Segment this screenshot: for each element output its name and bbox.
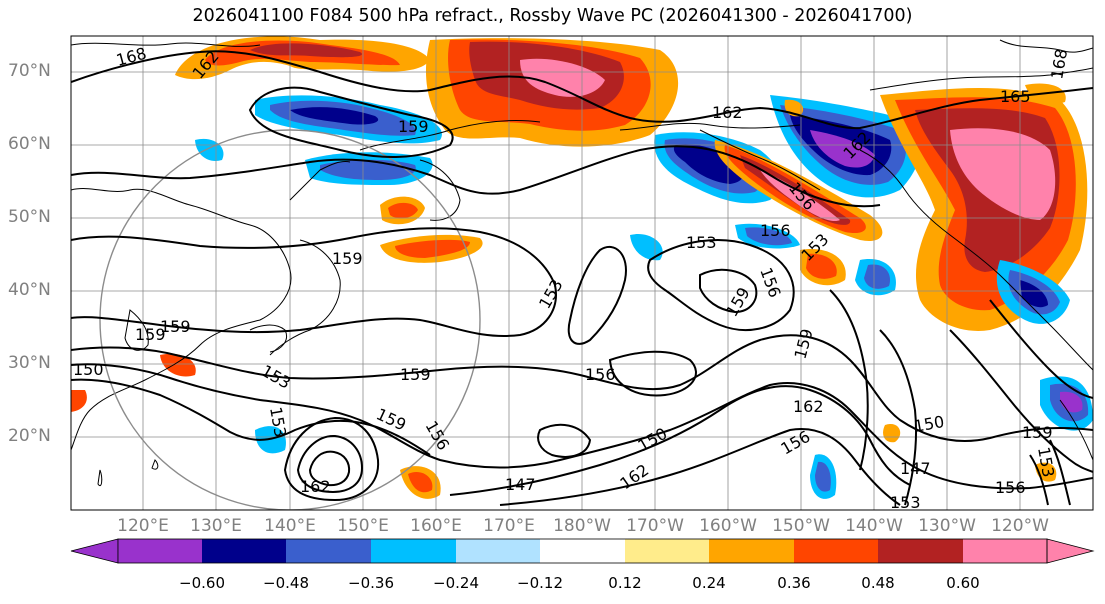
contour-label: 153 <box>686 233 717 252</box>
colorbar-label: 0.36 <box>777 574 811 592</box>
colorbar <box>70 538 1095 564</box>
lon-label: 160°W <box>699 516 757 536</box>
contour-label: 159 <box>400 365 431 384</box>
colorbar-label: −0.60 <box>179 574 225 592</box>
colorbar-cell <box>709 539 794 563</box>
lat-label: 30°N <box>8 353 51 373</box>
contour-label: 147 <box>505 475 536 494</box>
colorbar-cell <box>963 539 1047 563</box>
contour-label: 159 <box>135 325 166 344</box>
colorbar-cell <box>371 539 456 563</box>
colorbar-cell <box>286 539 371 563</box>
coastlines <box>71 39 1093 486</box>
lon-label: 170°W <box>626 516 684 536</box>
lon-label: 140°W <box>845 516 903 536</box>
contour-label: 147 <box>900 459 931 478</box>
colorbar-label: −0.12 <box>517 574 563 592</box>
lon-label: 120°W <box>991 516 1049 536</box>
colorbar-cell <box>794 539 878 563</box>
colorbar-label: 0.60 <box>946 574 980 592</box>
lon-label: 130°W <box>918 516 976 536</box>
contour-label: 162 <box>793 397 824 416</box>
contour-label: 159 <box>1022 423 1053 442</box>
contour-label: 156 <box>585 365 616 384</box>
lat-label: 50°N <box>8 207 51 227</box>
colorbar-label: −0.24 <box>433 574 479 592</box>
map-title: 2026041100 F084 500 hPa refract., Rossby… <box>192 6 913 26</box>
contour-label: 159 <box>160 317 191 336</box>
map-frame <box>70 35 1094 511</box>
lon-label: 160°E <box>410 516 462 536</box>
lon-label: 170°E <box>483 516 535 536</box>
lon-label: 120°E <box>117 516 169 536</box>
contour-label: 156 <box>760 221 791 240</box>
lon-label: 140°E <box>264 516 316 536</box>
lat-label: 60°N <box>8 134 51 154</box>
colorbar-extend-high <box>1046 538 1095 564</box>
colorbar-label: −0.48 <box>263 574 309 592</box>
colorbar-cell <box>118 539 202 563</box>
colorbar-label: 0.12 <box>608 574 642 592</box>
lon-label: 150°W <box>772 516 830 536</box>
height-contours <box>71 50 1093 506</box>
colorbar-cell <box>625 539 709 563</box>
lon-label: 150°E <box>337 516 389 536</box>
contour-label: 159 <box>332 249 363 268</box>
projection-circle <box>99 129 481 510</box>
colorbar-cell <box>456 539 540 563</box>
contour-label: 156 <box>995 478 1026 497</box>
colorbar-cell <box>540 539 625 563</box>
lat-label: 40°N <box>8 280 51 300</box>
colorbar-label: 0.24 <box>692 574 726 592</box>
contour-label: 165 <box>1000 87 1031 106</box>
lat-label: 70°N <box>8 61 51 81</box>
colorbar-extend-low <box>70 538 119 564</box>
contour-label: 162 <box>300 477 331 496</box>
contour-label: 162 <box>712 103 743 122</box>
graticule <box>71 36 1093 510</box>
lon-label: 130°E <box>190 516 242 536</box>
colorbar-label: −0.36 <box>348 574 394 592</box>
lat-label: 20°N <box>8 426 51 446</box>
contour-label: 153 <box>890 493 921 512</box>
contour-label: 150 <box>73 360 104 379</box>
colorbar-label: 0.48 <box>861 574 895 592</box>
lon-label: 180°W <box>553 516 611 536</box>
colorbar-cell <box>878 539 963 563</box>
contour-label: 159 <box>398 117 429 136</box>
colorbar-cell <box>202 539 286 563</box>
